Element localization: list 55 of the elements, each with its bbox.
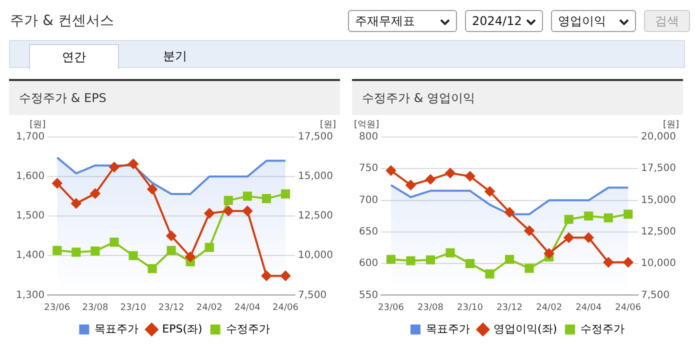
x-tick-label: 23/10: [120, 302, 146, 313]
x-tick-label: 23/12: [158, 302, 184, 313]
y2-tick-label: 10,000: [298, 250, 334, 262]
chart-title: 수정주가 & 영업이익: [352, 81, 683, 115]
chart-title: 수정주가 & EPS: [9, 81, 340, 115]
text: 2024/12: [465, 10, 543, 32]
y2-tick-label: 12,500: [641, 226, 676, 238]
y2-tick-label: 17,500: [641, 163, 676, 174]
x-tick-label: 23/06: [378, 302, 404, 313]
x-tick-label: 24/06: [615, 302, 642, 313]
text: 연간: [29, 44, 119, 69]
x-tick-label: 24/02: [536, 302, 562, 313]
y2-tick-label: 12,500: [298, 210, 334, 222]
legend-label: 영업이익(좌): [493, 322, 558, 336]
x-tick-label: 23/08: [418, 302, 444, 313]
y-tick-label: 750: [358, 163, 378, 174]
y-tick-label: 700: [358, 194, 378, 206]
x-tick-label: 24/06: [272, 302, 299, 313]
y2-tick-label: 7,500: [298, 290, 327, 301]
y2-axis-title: [원]: [662, 120, 679, 130]
y-axis-title: [억원]: [354, 120, 380, 130]
legend-label: 수정주가: [226, 322, 270, 336]
x-tick-label: 24/04: [576, 302, 602, 313]
x-tick-label: 24/04: [234, 302, 261, 313]
y2-tick-label: 20,000: [641, 132, 676, 143]
y-tick-label: 1,400: [16, 250, 45, 262]
text: 분기: [162, 48, 188, 65]
text: 영업이익: [551, 10, 636, 32]
y2-tick-label: 7,500: [641, 290, 670, 301]
text: 검색: [644, 10, 690, 32]
x-tick-label: 23/06: [44, 302, 70, 313]
legend-label: EPS(좌): [162, 322, 202, 336]
x-tick-label: 23/08: [82, 302, 108, 313]
y-tick-label: 800: [358, 132, 378, 143]
y-tick-label: 600: [358, 258, 378, 270]
y-axis-title: [원]: [30, 120, 46, 130]
y-tick-label: 550: [358, 290, 378, 301]
y2-axis-title: [원]: [320, 120, 336, 130]
x-tick-label: 24/02: [196, 302, 222, 313]
text: 주재무제표: [348, 10, 457, 32]
legend-label: 수정주가: [580, 322, 625, 336]
x-tick-label: 23/10: [457, 302, 484, 313]
y2-tick-label: 15,000: [641, 194, 676, 206]
x-tick-label: 23/12: [496, 302, 523, 313]
y2-tick-label: 17,500: [298, 132, 334, 143]
y-tick-label: 1,700: [16, 132, 45, 143]
y-tick-label: 1,500: [16, 210, 45, 222]
y2-tick-label: 15,000: [298, 171, 334, 182]
y-tick-label: 650: [358, 226, 378, 238]
legend-label: 목표주가: [426, 322, 470, 336]
text: 주가 & 컨센서스: [10, 12, 114, 30]
legend-label: 목표주가: [94, 322, 139, 336]
y2-tick-label: 10,000: [641, 258, 676, 270]
y-tick-label: 1,600: [16, 171, 45, 182]
y-tick-label: 1,300: [16, 290, 45, 301]
